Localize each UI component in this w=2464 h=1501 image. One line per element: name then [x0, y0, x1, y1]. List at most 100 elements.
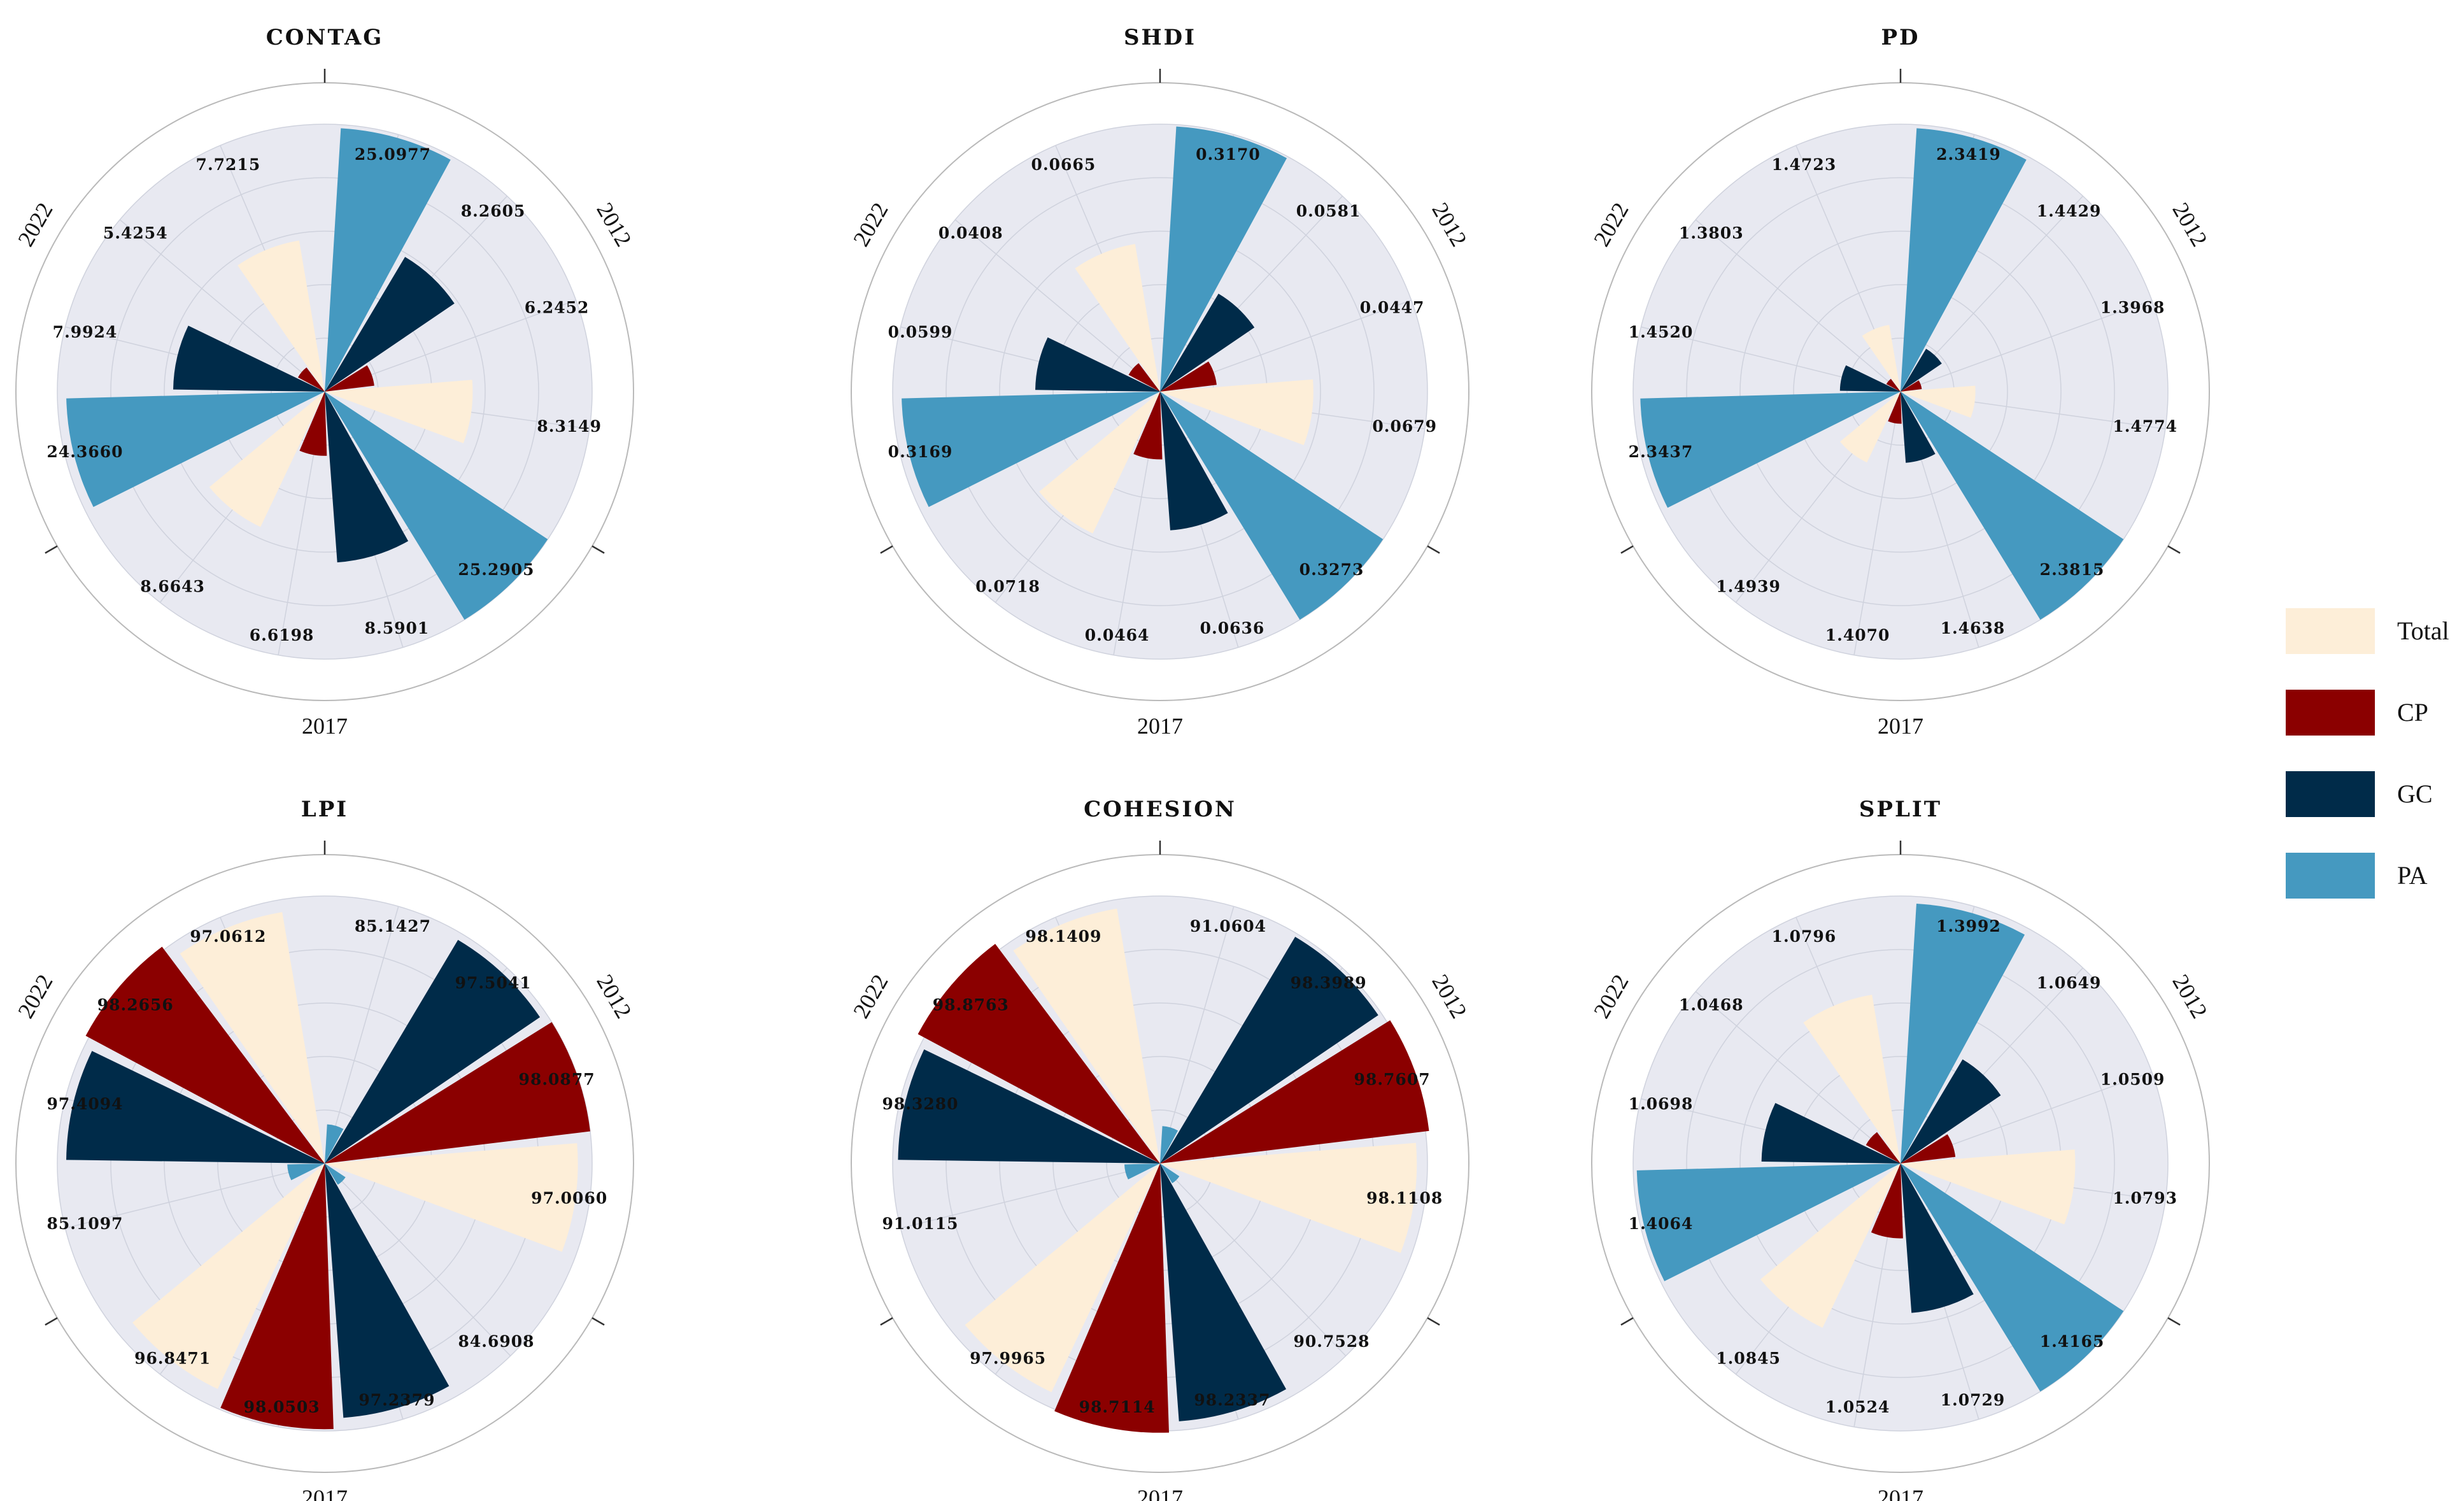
grid-ring	[1632, 895, 2169, 1432]
value-label: 0.0718	[975, 578, 1040, 596]
value-label: 1.4638	[1941, 619, 2006, 637]
bar-2017-total	[1840, 392, 1901, 463]
group-tick	[591, 1317, 605, 1326]
grid-spoke	[324, 1163, 511, 1356]
value-label: 1.4165	[2040, 1332, 2105, 1351]
value-label: 1.0468	[1679, 996, 1744, 1014]
bar-2017-total	[132, 1163, 325, 1390]
value-label: 91.0115	[882, 1214, 958, 1233]
grid-spoke	[954, 219, 1161, 392]
bar-2012-pa	[1160, 126, 1287, 392]
bar-2012-total	[325, 1143, 578, 1252]
bar-2017-pa	[325, 1163, 346, 1185]
value-label: 0.0581	[1296, 202, 1361, 220]
bar-2012-cp	[1160, 361, 1217, 392]
year-label-2012: 2012	[591, 970, 637, 1022]
value-label: 98.0503	[244, 1398, 320, 1416]
bar-2022-gc	[1839, 365, 1901, 392]
legend-label-pa: PA	[2397, 861, 2428, 890]
bar-2012-gc	[325, 939, 541, 1163]
value-label: 84.6908	[458, 1332, 534, 1351]
year-label-2017: 2017	[1878, 1485, 1923, 1501]
bar-2017-total	[965, 1163, 1160, 1393]
bar-2017-cp	[1133, 392, 1163, 460]
bar-2022-total	[237, 240, 325, 392]
bar-2012-cp	[325, 1022, 590, 1163]
value-label: 1.0509	[2100, 1070, 2165, 1088]
value-label: 97.0612	[190, 927, 266, 946]
bar-2022-cp	[917, 944, 1160, 1163]
bar-2017-gc	[325, 1163, 450, 1418]
year-label-2012: 2012	[1427, 198, 1472, 250]
value-label: 98.0877	[519, 1070, 595, 1088]
bar-2022-gc	[1035, 337, 1160, 392]
group-tick	[1620, 1317, 1634, 1326]
value-label: 1.4520	[1629, 323, 1694, 341]
value-label: 1.0649	[2037, 974, 2102, 992]
legend-label-cp: CP	[2397, 698, 2428, 727]
grid-spoke	[1695, 219, 1901, 392]
year-label-2017: 2017	[1878, 713, 1923, 739]
bar-2017-gc	[1901, 392, 1936, 463]
value-label: 0.0447	[1360, 298, 1425, 317]
bar-2017-pa	[1901, 392, 2124, 620]
legend-swatch-gc	[2286, 771, 2375, 817]
bar-2022-gc	[1761, 1102, 1901, 1163]
bar-2012-gc	[325, 257, 455, 392]
value-label: 97.9965	[970, 1349, 1046, 1368]
value-label: 6.2452	[525, 298, 590, 317]
year-label-2022: 2022	[848, 970, 893, 1022]
bar-2012-total	[325, 380, 473, 444]
value-label: 1.4939	[1716, 578, 1781, 596]
bar-2012-pa	[1901, 903, 2025, 1163]
grid-ring	[945, 177, 1375, 606]
group-tick	[880, 545, 893, 554]
group-tick	[45, 545, 58, 554]
year-label-2022: 2022	[13, 198, 58, 250]
value-label: 0.0665	[1031, 155, 1096, 174]
grid-spoke	[324, 906, 399, 1164]
bar-2012-gc	[1901, 348, 1942, 392]
value-label: 98.8763	[933, 996, 1009, 1014]
bar-2022-total	[1803, 994, 1901, 1163]
bar-2022-total	[180, 912, 325, 1163]
bar-2022-pa	[1124, 1163, 1160, 1179]
grid-spoke	[1159, 906, 1235, 1164]
group-tick	[591, 545, 605, 554]
value-label: 1.4723	[1772, 155, 1837, 174]
value-label: 1.4064	[1629, 1214, 1694, 1233]
bar-2012-cp	[325, 365, 374, 392]
bar-2017-total	[1039, 392, 1160, 534]
year-label-2017: 2017	[1137, 1485, 1183, 1501]
bar-2022-gc	[173, 325, 325, 392]
value-label: 2.3815	[2040, 560, 2105, 579]
value-label: 2.3419	[1936, 145, 2001, 164]
panel-title: LPI	[301, 797, 348, 822]
value-label: 1.0524	[1825, 1398, 1890, 1416]
bar-2022-total	[1013, 908, 1160, 1163]
bar-2022-gc	[66, 1051, 325, 1163]
bar-2017-total	[209, 392, 325, 527]
value-label: 90.7528	[1293, 1332, 1370, 1351]
panel-cohesion: COHESION 91.0604 98.3989 98.7607 98.1108 90.7…	[848, 797, 1472, 1501]
year-label-2022: 2022	[1589, 198, 1634, 250]
value-label: 25.0977	[355, 145, 431, 164]
value-label: 1.0796	[1772, 927, 1837, 946]
bar-2012-gc	[1160, 937, 1378, 1163]
bar-2017-gc	[325, 392, 409, 563]
year-label-2022: 2022	[13, 970, 58, 1022]
bar-2017-pa	[1160, 392, 1384, 620]
year-label-2022: 2022	[848, 198, 893, 250]
value-label: 1.4774	[2113, 417, 2177, 436]
value-label: 0.3273	[1299, 560, 1364, 579]
value-label: 0.0636	[1200, 619, 1265, 637]
value-label: 1.3968	[2100, 298, 2165, 317]
bar-2012-total	[1901, 1149, 2076, 1225]
value-label: 1.4429	[2037, 202, 2102, 220]
bar-2017-total	[1760, 1163, 1901, 1328]
grid-ring	[999, 231, 1321, 553]
value-label: 1.0729	[1941, 1391, 2006, 1409]
legend-label-gc: GC	[2397, 779, 2433, 808]
legend-swatch-total	[2286, 608, 2375, 654]
bar-2017-gc	[1901, 1163, 1974, 1313]
